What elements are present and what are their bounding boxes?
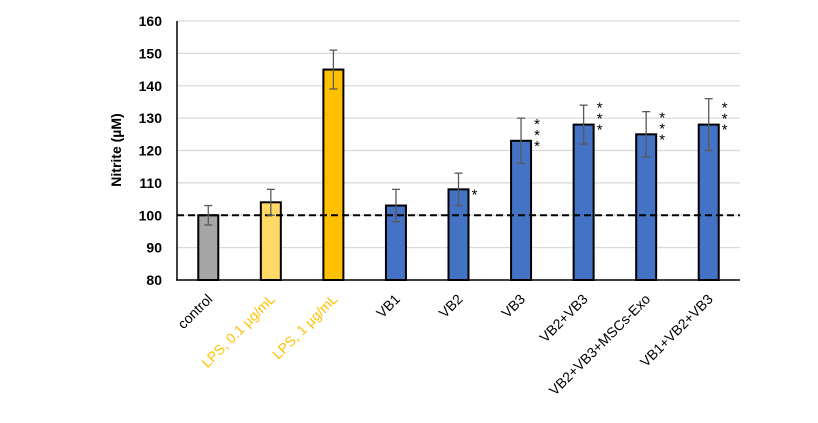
- error-bar: [266, 188, 275, 216]
- y-tick-label: 100: [139, 207, 163, 223]
- bar: [322, 68, 345, 281]
- y-axis-ticks: 80 90 100 110 120 130 140 150 160: [139, 13, 163, 288]
- x-category-label: VB2+VB3+MSCs-Exo: [546, 291, 654, 399]
- y-tick-label: 130: [139, 110, 163, 126]
- y-tick-label: 150: [139, 45, 163, 61]
- x-category-label: control: [174, 291, 215, 332]
- significance-marker: ***: [534, 116, 540, 155]
- y-tick-label: 80: [146, 272, 162, 288]
- svg-text:*: *: [472, 186, 478, 203]
- bar: [572, 123, 595, 281]
- svg-text:*: *: [534, 138, 540, 155]
- y-tick-label: 90: [146, 240, 162, 256]
- x-category-label: VB2+VB3: [536, 291, 591, 346]
- svg-text:*: *: [597, 122, 603, 139]
- significance-marker: ***: [597, 100, 603, 139]
- error-bar: [204, 204, 213, 226]
- svg-text:*: *: [534, 116, 540, 133]
- error-bar: [454, 172, 463, 207]
- svg-text:*: *: [659, 131, 665, 148]
- significance-marker: *: [472, 186, 478, 203]
- x-category-label: VB1: [373, 291, 403, 321]
- significance-marker: ***: [659, 109, 665, 148]
- x-category-label: VB2: [436, 291, 466, 321]
- y-tick-label: 140: [139, 78, 163, 94]
- y-tick-label: 160: [139, 13, 163, 29]
- y-tick-label: 120: [139, 143, 163, 159]
- svg-text:*: *: [534, 127, 540, 144]
- x-category-label: LPS, 1 µg/mL: [269, 291, 341, 363]
- svg-text:*: *: [722, 122, 728, 139]
- error-bar: [391, 188, 400, 223]
- error-bar: [642, 111, 651, 158]
- error-bar: [517, 117, 526, 165]
- y-tick-label: 110: [139, 175, 162, 191]
- error-bar: [704, 98, 713, 152]
- error-bar: [329, 49, 338, 90]
- svg-text:*: *: [597, 100, 603, 117]
- svg-text:*: *: [722, 100, 728, 117]
- svg-text:*: *: [659, 120, 665, 137]
- svg-text:*: *: [597, 111, 603, 128]
- error-bars: [204, 49, 713, 226]
- significance-markers: *************: [472, 100, 728, 204]
- y-axis-label: Nitrite (µM): [108, 113, 124, 186]
- x-category-label: VB3: [498, 291, 528, 321]
- svg-text:*: *: [659, 109, 665, 126]
- svg-text:*: *: [722, 111, 728, 128]
- significance-marker: ***: [722, 100, 728, 139]
- error-bar: [579, 104, 588, 145]
